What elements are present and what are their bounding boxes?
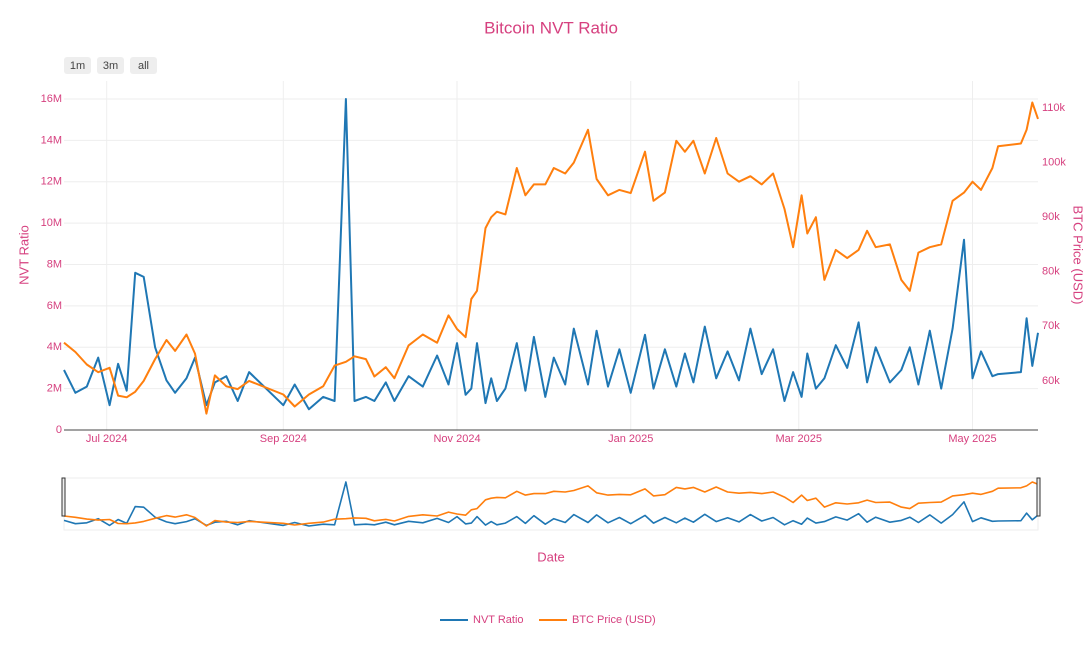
y-tick-label: 8M — [47, 258, 62, 270]
series-line — [63, 98, 1039, 411]
y-tick-label: 12M — [41, 176, 62, 188]
legend-label: NVT Ratio — [473, 614, 524, 626]
y-tick-label: 14M — [41, 134, 62, 146]
range-button-label[interactable]: all — [138, 60, 149, 72]
range-button-label[interactable]: 3m — [103, 60, 118, 72]
x-tick-label: Nov 2024 — [433, 433, 480, 445]
series-line — [63, 101, 1039, 415]
legend-label: BTC Price (USD) — [572, 614, 656, 626]
y2-axis-title: BTC Price (USD) — [1071, 206, 1086, 305]
x-tick-label: Jul 2024 — [86, 433, 128, 445]
range-button[interactable]: all — [130, 57, 157, 74]
y2-tick-label: 60k — [1042, 375, 1060, 387]
range-slider-handle[interactable] — [61, 477, 66, 517]
range-button-bg[interactable] — [130, 57, 157, 74]
range-button-label[interactable]: 1m — [70, 60, 85, 72]
y-tick-label: 6M — [47, 300, 62, 312]
x-tick-label: Mar 2025 — [776, 433, 822, 445]
y2-tick-label: 80k — [1042, 266, 1060, 278]
range-slider-handle[interactable] — [1036, 477, 1041, 517]
range-button[interactable]: 3m — [97, 57, 124, 74]
chart-title: Bitcoin NVT Ratio — [484, 18, 618, 37]
range-slider-line — [63, 481, 1039, 527]
y-tick-label: 16M — [41, 93, 62, 105]
x-axis-title: Date — [537, 549, 564, 564]
x-tick-label: May 2025 — [948, 433, 996, 445]
range-button-bg[interactable] — [97, 57, 124, 74]
y-tick-label: 10M — [41, 217, 62, 229]
y2-tick-label: 100k — [1042, 156, 1066, 168]
y2-tick-label: 90k — [1042, 211, 1060, 223]
y-tick-label: 0 — [56, 424, 62, 436]
x-tick-label: Jan 2025 — [608, 433, 653, 445]
y-tick-label: 2M — [47, 383, 62, 395]
y2-tick-label: 70k — [1042, 320, 1060, 332]
range-button-bg[interactable] — [64, 57, 91, 74]
y2-tick-label: 110k — [1042, 102, 1066, 114]
y-axis-title: NVT Ratio — [16, 225, 31, 285]
range-button[interactable]: 1m — [64, 57, 91, 74]
x-tick-label: Sep 2024 — [260, 433, 307, 445]
y-tick-label: 4M — [47, 341, 62, 353]
range-slider-line — [63, 481, 1039, 527]
